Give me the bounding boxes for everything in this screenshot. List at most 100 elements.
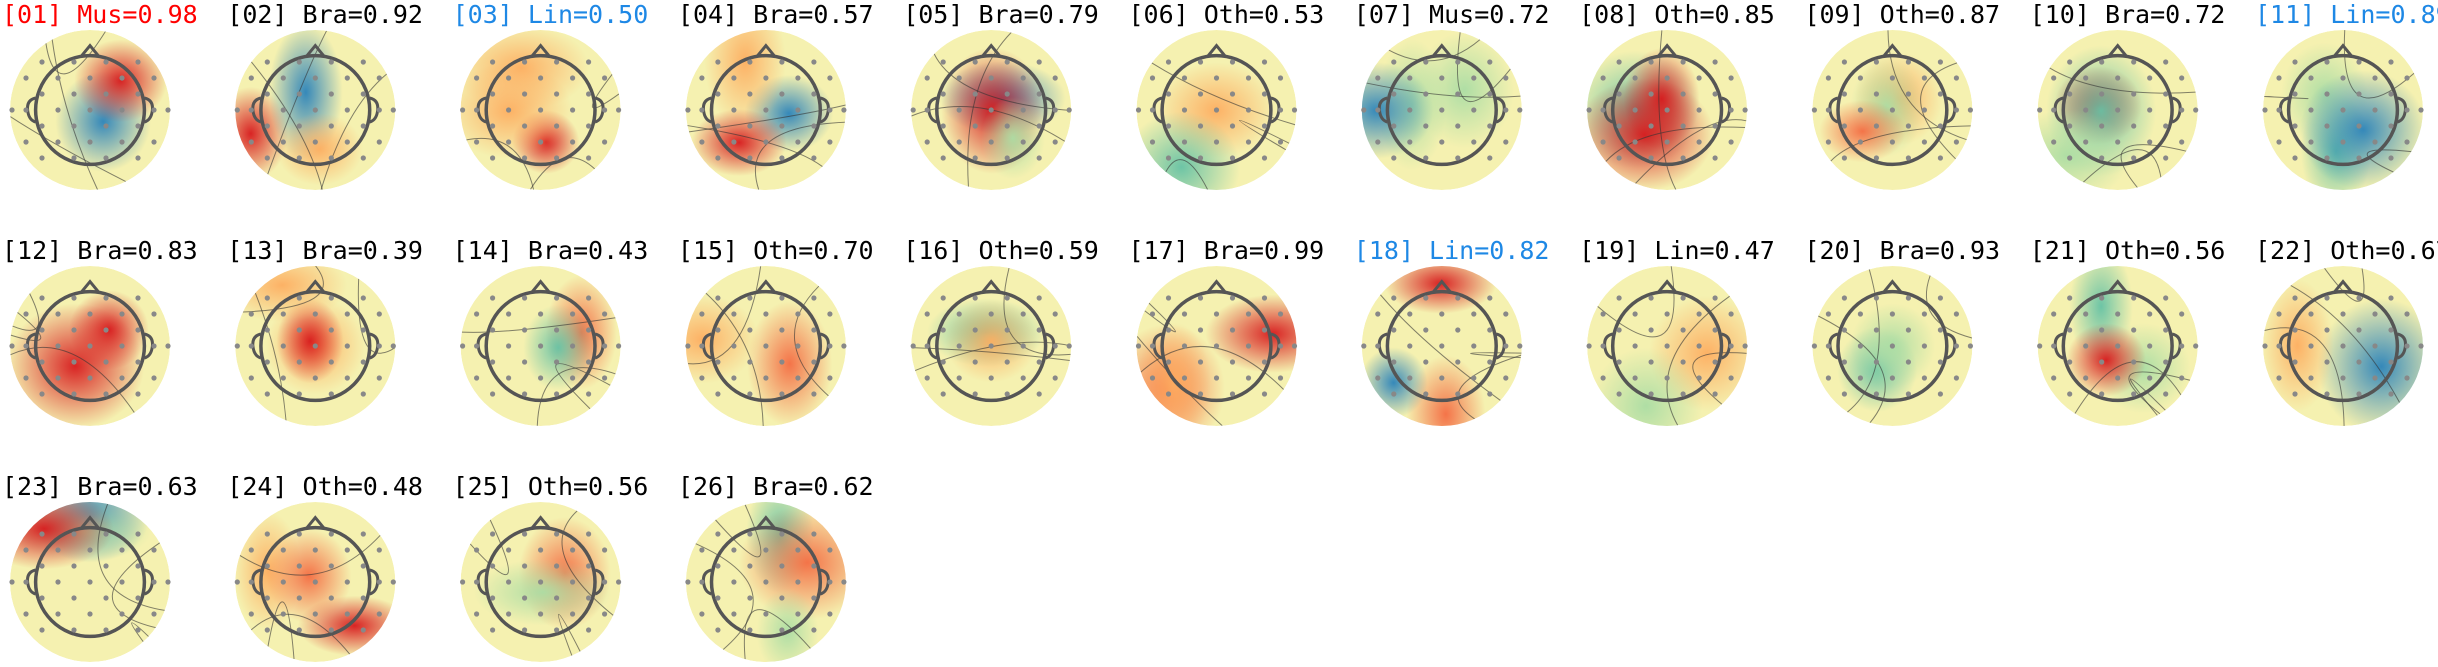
activity-blob: [747, 301, 833, 426]
sensor: [747, 627, 753, 633]
topomap: [12] Bra=0.83: [2, 236, 198, 426]
topomap: [08] Oth=0.85: [1579, 0, 1775, 190]
sensor: [699, 579, 705, 585]
sensor: [151, 107, 157, 113]
sensor: [747, 327, 753, 333]
sensor: [1407, 311, 1413, 317]
sensor: [2131, 295, 2137, 301]
sensor: [248, 579, 254, 585]
sensor: [376, 75, 382, 81]
sensor: [972, 59, 978, 65]
sensor: [2099, 391, 2105, 397]
sensor: [39, 59, 45, 65]
sensor: [55, 343, 61, 349]
sensor: [296, 91, 302, 97]
contour-line: [687, 266, 762, 365]
sensor: [1165, 295, 1172, 301]
sensor: [1391, 295, 1397, 301]
sensor: [2179, 311, 2185, 317]
topomap: [05] Bra=0.79: [903, 0, 1099, 190]
sensor: [1632, 343, 1638, 349]
sensor: [1229, 91, 1236, 97]
contour-line: [97, 503, 165, 611]
sensor: [1712, 295, 1718, 301]
sensor: [2147, 311, 2153, 317]
sensor: [360, 627, 366, 633]
sensor: [811, 359, 817, 365]
sensor: [554, 91, 560, 97]
sensor: [1439, 107, 1445, 113]
sensor: [2163, 391, 2169, 397]
sensor: [1487, 123, 1493, 129]
sensor: [1712, 59, 1718, 65]
sensor: [715, 595, 721, 601]
sensor: [1391, 91, 1397, 97]
sensor: [1375, 311, 1381, 317]
sensor: [1712, 327, 1718, 333]
sensor: [1742, 107, 1748, 113]
sensor: [119, 375, 125, 381]
sensor: [344, 311, 350, 317]
sensor: [135, 155, 141, 161]
sensor: [2388, 91, 2394, 97]
sensor: [2292, 155, 2298, 161]
contour-line: [715, 504, 762, 558]
sensor: [522, 91, 528, 97]
contour-line: [1605, 126, 1746, 162]
sensor: [1905, 123, 1911, 129]
topomap: [17] Bra=0.99: [1129, 236, 1324, 426]
sensor: [827, 375, 833, 381]
sensor: [2099, 59, 2105, 65]
nose: [79, 43, 101, 58]
sensor: [2292, 91, 2298, 97]
head-outline: [33, 525, 147, 639]
sensor: [715, 91, 721, 97]
sensor: [39, 295, 45, 301]
contour-line: [705, 292, 764, 426]
sensor: [841, 107, 847, 113]
sensor: [1873, 123, 1879, 129]
sensor: [2067, 295, 2073, 301]
activity-blob: [10, 502, 114, 570]
sensor: [1375, 75, 1381, 81]
sensor: [586, 59, 592, 65]
component-label: [21] Oth=0.56: [2030, 236, 2226, 265]
sensor: [988, 107, 994, 113]
sensor: [1052, 139, 1058, 145]
sensor: [390, 343, 396, 349]
scalp-map: [1136, 266, 1297, 426]
sensor: [151, 579, 157, 585]
sensor: [1873, 91, 1879, 97]
sensor: [538, 107, 544, 113]
contour-line: [254, 292, 287, 421]
sensor: [39, 595, 45, 601]
sensor: [554, 627, 560, 633]
sensor: [103, 359, 109, 365]
sensor: [1696, 75, 1702, 81]
sensor: [2131, 91, 2137, 97]
sensor: [779, 59, 785, 65]
sensor: [2404, 343, 2410, 349]
sensor: [1020, 139, 1026, 145]
sensor: [586, 155, 592, 161]
sensor: [1213, 375, 1220, 381]
sensor: [2179, 375, 2185, 381]
sensor: [1391, 327, 1397, 333]
nose: [79, 515, 101, 530]
sensor: [135, 627, 141, 633]
sensor: [1277, 75, 1284, 81]
sensor: [1841, 327, 1847, 333]
sensor: [344, 579, 350, 585]
sensor: [264, 391, 270, 397]
sensor: [2292, 359, 2298, 365]
sensor: [151, 547, 157, 553]
sensor: [135, 531, 141, 537]
sensor: [1616, 123, 1622, 129]
sensor: [1680, 59, 1686, 65]
topomap: [13] Bra=0.39: [227, 236, 423, 426]
sensor: [538, 75, 544, 81]
sensor: [328, 59, 334, 65]
sensor: [2292, 295, 2298, 301]
component-label: [04] Bra=0.57: [678, 0, 874, 29]
